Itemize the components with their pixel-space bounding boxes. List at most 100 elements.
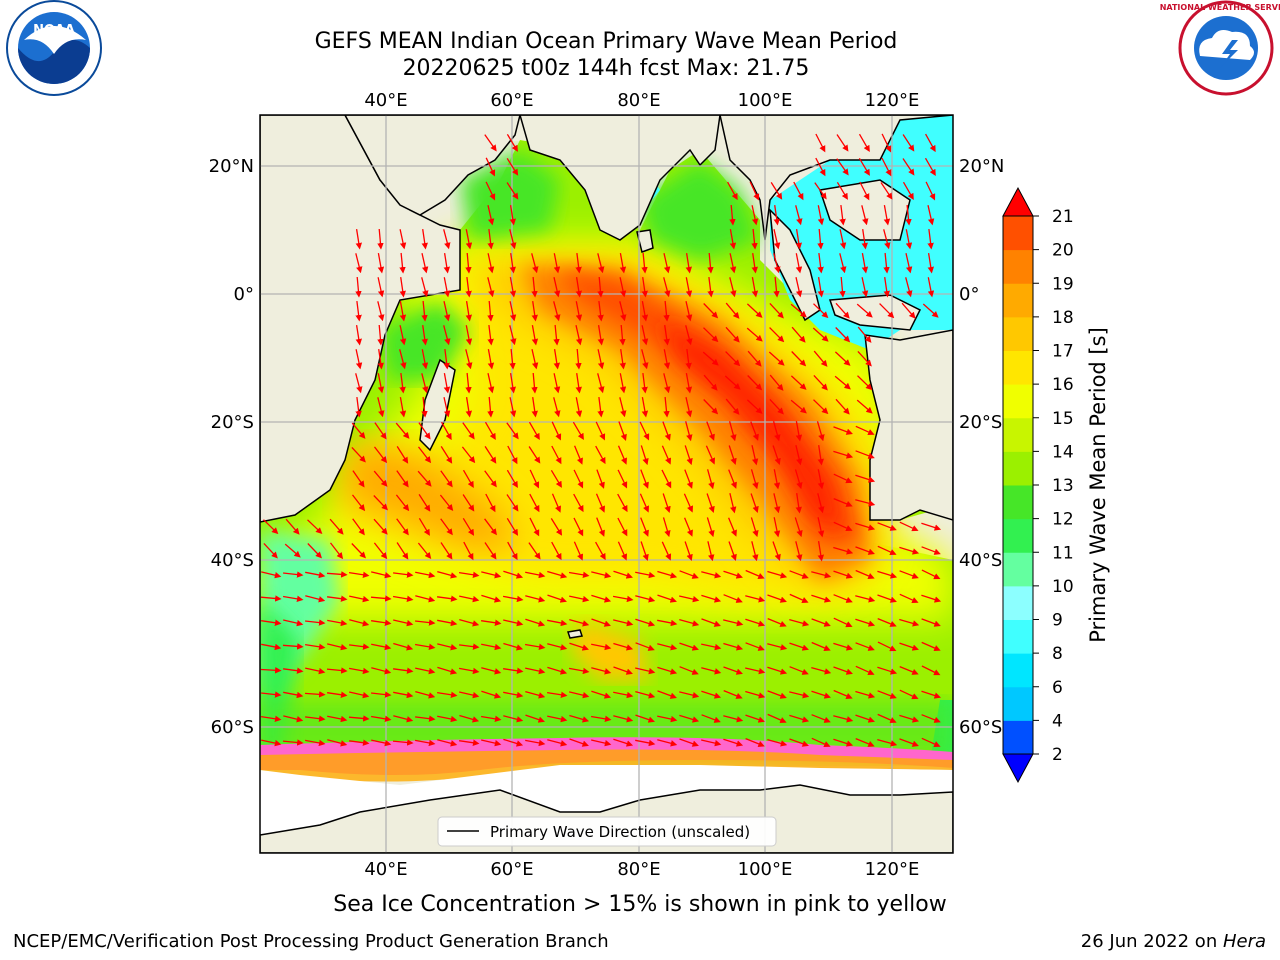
wave-direction-arrow: [351, 446, 366, 463]
wave-direction-arrow: [745, 595, 766, 603]
wave-direction-arrow: [635, 667, 656, 675]
tick-label: 60°S: [211, 717, 254, 738]
colorbar-cell: [1003, 720, 1033, 755]
wave-direction-arrow: [635, 642, 655, 651]
wave-direction-arrow: [395, 494, 410, 512]
wave-direction-arrow: [590, 715, 612, 723]
wave-direction-arrow: [440, 542, 453, 560]
wave-direction-arrow: [509, 229, 517, 250]
wave-direction-arrow: [795, 253, 803, 274]
wave-direction-arrow: [377, 324, 384, 346]
wave-direction-arrow: [723, 715, 744, 723]
wave-direction-arrow: [835, 327, 851, 343]
producer-credit: NCEP/EMC/Verification Post Processing Pr…: [13, 931, 609, 952]
wave-direction-arrow: [261, 643, 282, 651]
wave-direction-arrow: [506, 182, 519, 200]
wave-direction-arrow: [546, 691, 568, 699]
wave-direction-arrow: [437, 739, 458, 747]
wave-direction-arrow: [421, 229, 428, 250]
wave-direction-arrow: [927, 205, 935, 226]
wave-direction-arrow: [817, 445, 824, 466]
wave-direction-arrow: [685, 421, 693, 442]
tick-label: 100°E: [738, 859, 793, 880]
wave-direction-arrow: [443, 252, 451, 274]
colorbar-tick-label: 8: [1052, 644, 1063, 664]
colorbar-tick-label: 10: [1052, 577, 1074, 597]
wave-direction-arrow: [877, 522, 897, 531]
wave-direction-arrow: [861, 277, 869, 298]
wave-direction-arrow: [657, 619, 678, 627]
wave-direction-arrow: [377, 373, 385, 394]
australia-land: [864, 329, 953, 521]
wave-direction-arrow: [728, 445, 737, 465]
wave-direction-arrow: [263, 519, 279, 535]
wave-direction-arrow: [613, 666, 633, 675]
wave-direction-arrow: [352, 470, 365, 488]
wave-direction-arrow: [377, 252, 385, 274]
wave-direction-arrow: [817, 228, 824, 250]
wave-direction-arrow: [619, 349, 626, 370]
wave-direction-arrow: [531, 324, 539, 346]
map-panel: 40°E 60°E 80°E 100°E 120°E 40°E 60°E 80°…: [209, 90, 1005, 880]
wave-direction-arrow: [551, 493, 561, 513]
wave-direction-arrow: [568, 571, 590, 579]
wave-direction-arrow: [833, 642, 854, 651]
wave-direction-arrow: [905, 204, 912, 226]
tick-label: 80°E: [617, 859, 660, 880]
wave-direction-arrow: [813, 399, 829, 415]
wave-direction-arrow: [283, 571, 304, 578]
wave-direction-arrow: [745, 714, 765, 723]
wave-direction-arrow: [569, 738, 589, 747]
map-subtitle: 20220625 t00z 144h fcst Max: 21.75: [403, 56, 810, 81]
wave-direction-arrow: [459, 714, 480, 723]
wave-direction-arrow: [635, 571, 656, 579]
wave-direction-arrow: [707, 277, 714, 298]
wave-direction-arrow: [619, 252, 627, 274]
wave-direction-arrow: [399, 349, 407, 370]
wave-direction-arrow: [857, 326, 872, 343]
wave-direction-arrow: [547, 643, 568, 651]
wave-direction-arrow: [524, 643, 546, 651]
wave-direction-arrow: [679, 570, 699, 579]
wave-direction-arrow: [597, 397, 604, 418]
wave-direction-arrow: [773, 205, 780, 226]
wave-direction-arrow: [421, 349, 429, 370]
wave-direction-arrow: [921, 594, 942, 603]
wave-direction-arrow: [418, 422, 431, 440]
wave-direction-arrow: [373, 542, 388, 560]
wave-direction-arrow: [855, 665, 875, 676]
wave-direction-arrow: [750, 469, 759, 490]
lat-tick-labels-right: 20°N 0° 20°S 40°S 60°S: [959, 156, 1004, 738]
run-date-credit: 26 Jun 2022 on Hera: [1081, 931, 1266, 952]
wave-direction-arrow: [327, 619, 348, 627]
wave-direction-arrow: [352, 518, 365, 536]
wave-direction-arrow: [484, 421, 496, 441]
wave-direction-arrow: [707, 252, 714, 274]
tick-label: 80°E: [617, 90, 660, 111]
wave-direction-arrow: [773, 276, 780, 298]
wave-direction-arrow: [811, 618, 831, 627]
wave-direction-arrow: [663, 349, 671, 370]
wave-direction-arrow: [569, 618, 590, 627]
wave-direction-arrow: [569, 595, 590, 603]
wave-direction-arrow: [703, 374, 718, 391]
wave-direction-arrow: [899, 738, 919, 747]
wave-direction-arrow: [575, 253, 582, 274]
wave-direction-arrow: [393, 691, 414, 699]
wave-direction-arrow: [641, 373, 648, 394]
wave-direction-arrow: [833, 738, 854, 747]
wave-direction-arrow: [304, 691, 326, 698]
wave-direction-arrow: [463, 541, 474, 561]
colorbar-cell: [1003, 653, 1033, 688]
wave-direction-arrow: [502, 595, 524, 603]
wave-direction-arrow: [641, 252, 648, 274]
wave-direction-arrow: [437, 595, 458, 602]
wave-direction-arrow: [745, 642, 765, 651]
wave-direction-arrow: [417, 542, 432, 560]
wave-direction-arrow: [481, 594, 502, 603]
java-land: [828, 294, 922, 331]
wave-direction-arrow: [465, 300, 473, 322]
wave-direction-arrow: [575, 348, 582, 370]
wave-direction-arrow: [373, 470, 388, 487]
wave-direction-arrow: [371, 571, 392, 579]
